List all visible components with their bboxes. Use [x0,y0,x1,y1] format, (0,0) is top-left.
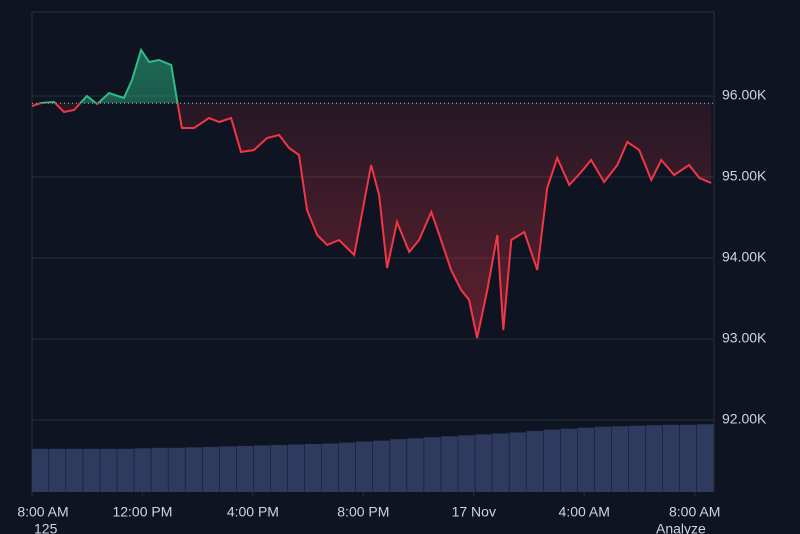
volume-bar [594,426,612,492]
volume-bar [304,444,322,492]
volume-bar [270,444,288,492]
footer-right: Analyze [656,521,706,534]
volume-bar [202,446,220,492]
volume-bar [662,424,680,492]
volume-bar [355,441,373,492]
y-tick-label: 92.00K [722,411,767,427]
volume-bar [475,434,492,492]
footer-left: 125 [34,521,58,534]
volume-bar [543,429,561,492]
x-tick-label: 8:00 PM [337,504,389,520]
volume-bar [151,447,168,492]
volume-bar [134,448,151,492]
volume-bar [492,433,509,492]
volume-bar [83,448,100,492]
y-tick-label: 95.00K [722,168,767,184]
area-up [40,50,178,104]
volume-bar [100,448,117,492]
x-tick-label: 17 Nov [452,504,496,520]
volume-bar [185,447,202,492]
volume-bar [66,448,83,492]
x-tick-label: 4:00 PM [227,504,279,520]
volume-bar [645,425,663,492]
volume-bar [117,448,134,492]
volume-bar [696,424,714,492]
volume-bar [458,435,475,492]
volume-bar [390,439,407,492]
volume-bar [373,440,390,492]
volume-bar [577,427,595,492]
y-tick-label: 93.00K [722,330,767,346]
volume-bar [236,445,254,492]
volume-bar [49,448,66,492]
area-down [32,103,712,338]
volume-bar [321,443,339,492]
volume-bar [441,436,458,492]
volume-bar [219,446,237,492]
volume-bar [32,448,49,492]
volume-bar [611,426,629,492]
y-tick-label: 94.00K [722,249,767,265]
volume-bar [424,437,441,492]
volume-bar [526,431,543,492]
x-tick-label: 8:00 AM [669,504,720,520]
volume-bar [509,432,526,492]
volume-bar [679,424,697,492]
volume-bar [253,445,271,492]
y-tick-label: 96.00K [722,87,767,103]
volume-bar [628,425,646,492]
volume-bar [338,442,356,492]
volume-bar [407,438,424,492]
price-line-down [32,103,712,339]
x-tick-label: 4:00 AM [559,504,610,520]
price-line-up [37,47,179,104]
x-tick-label: 12:00 PM [112,504,172,520]
volume-bar [560,428,578,492]
x-tick-label: 8:00 AM [17,504,68,520]
volume-bar [287,444,305,492]
volume-bar [168,447,185,492]
